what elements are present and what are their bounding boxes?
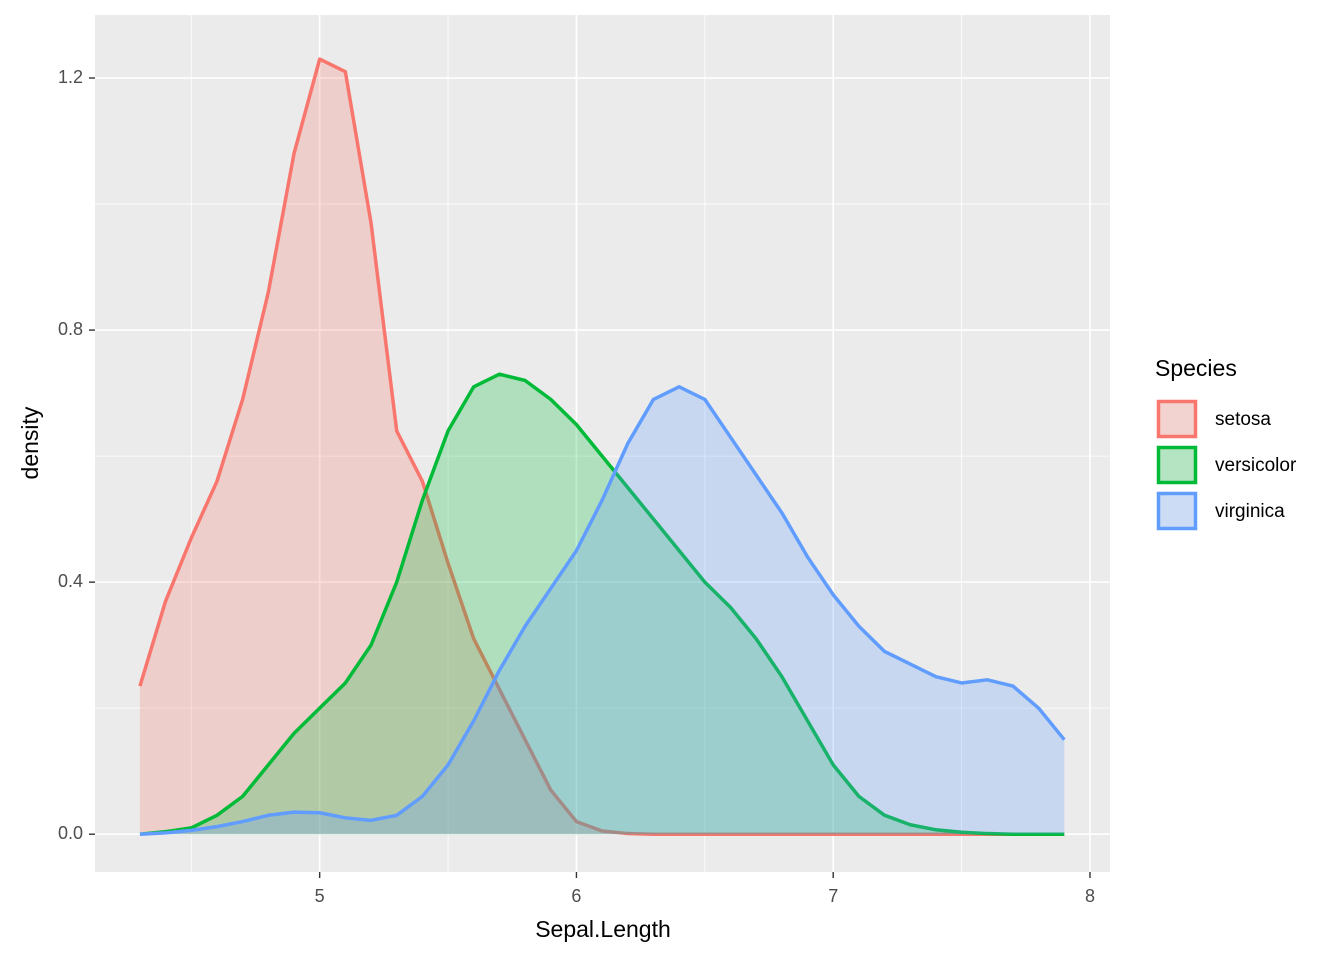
density-area (139, 374, 1065, 835)
x-tick-label: 5 (315, 886, 325, 906)
legend-title: Species (1155, 355, 1237, 381)
density-line (139, 372, 1065, 836)
legend-swatch (1156, 445, 1198, 485)
legend-label: setosa (1215, 409, 1271, 430)
legend-key (1157, 400, 1197, 438)
x-tick-label: 7 (828, 886, 838, 906)
density-line (138, 57, 1065, 836)
x-tick-label: 6 (571, 886, 581, 906)
x-tick-label: 8 (1085, 886, 1095, 906)
legend-label: virginica (1215, 501, 1285, 522)
density-line (139, 385, 1066, 836)
legend-swatch (1156, 491, 1198, 531)
legend-swatch (1156, 399, 1198, 439)
legend-key (1157, 446, 1197, 484)
y-tick-label: 0.0 (58, 823, 83, 843)
legend-label: versicolor (1215, 455, 1297, 476)
y-tick-label: 0.4 (58, 571, 83, 591)
legend-key (1157, 492, 1197, 530)
y-axis-title: density (17, 406, 43, 479)
y-tick-label: 1.2 (58, 67, 83, 87)
x-axis-title: Sepal.Length (535, 916, 671, 942)
density-area (139, 59, 1065, 835)
panel-background (95, 15, 1110, 872)
y-tick-label: 0.8 (58, 319, 83, 339)
density-area (139, 386, 1065, 835)
